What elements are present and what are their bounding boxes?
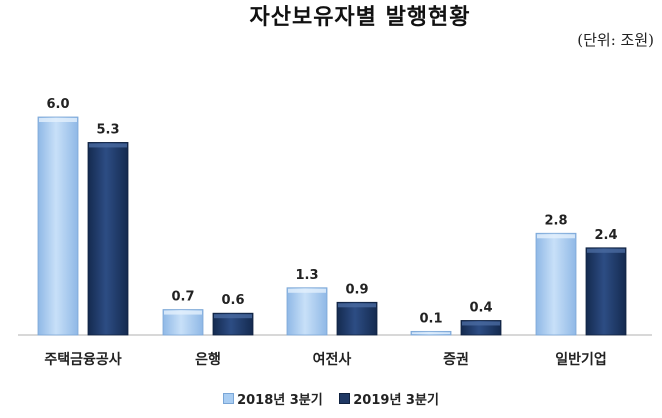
legend-item-2018: 2018년 3분기 <box>223 391 323 411</box>
legend: 2018년 3분기 2019년 3분기 <box>0 391 662 411</box>
category-label-securities: 증권 <box>443 352 469 368</box>
bar-highlight-2019-securities <box>462 321 500 326</box>
value-label-2018-bank: 0.7 <box>171 290 194 305</box>
bar-2018-credit-finance <box>286 287 328 336</box>
bar-highlight-2018-general-company <box>537 234 575 239</box>
bar-highlight-2019-general-company <box>587 248 625 253</box>
category-labels-group: 주택금융공사 은행 여전사 증권 일반기업 <box>44 351 606 368</box>
bar-highlight-2018-housing-finance-corp <box>39 118 77 122</box>
category-label-credit-finance: 여전사 <box>313 351 352 368</box>
chart-title: 자산보유자별 발행현황 <box>249 4 471 30</box>
value-label-2018-general-company: 2.8 <box>544 213 567 228</box>
unit-label: (단위: 조원) <box>577 31 654 49</box>
plot-area: 6.0 5.3 0.7 0.6 1.3 0.9 0.1 0.4 2.8 2.4 주택금융공사 은행 여… <box>18 97 652 368</box>
value-label-2018-housing-finance-corp: 6.0 <box>46 97 69 112</box>
value-label-2019-credit-finance: 0.9 <box>345 282 368 297</box>
bar-2019-general-company <box>585 247 627 336</box>
value-label-2018-credit-finance: 1.3 <box>295 268 318 283</box>
legend-swatch-2019 <box>339 393 351 404</box>
value-label-2019-general-company: 2.4 <box>594 228 617 243</box>
legend-swatch-2018 <box>223 393 235 404</box>
value-label-2019-securities: 0.4 <box>469 300 492 315</box>
legend-label-2019: 2019년 3분기 <box>353 393 439 408</box>
value-label-2018-securities: 0.1 <box>419 311 442 326</box>
value-label-2019-bank: 0.6 <box>221 293 244 308</box>
bar-highlight-2019-credit-finance <box>338 303 376 308</box>
bar-2019-credit-finance <box>336 301 378 336</box>
category-label-bank: 은행 <box>195 352 221 368</box>
bar-2018-housing-finance-corp <box>37 116 79 336</box>
value-label-2019-housing-finance-corp: 5.3 <box>96 122 119 137</box>
bar-highlight-2019-housing-finance-corp <box>89 143 127 148</box>
bar-2019-bank <box>212 312 254 336</box>
legend-label-2018: 2018년 3분기 <box>237 393 323 408</box>
bar-highlight-2018-bank <box>164 310 202 315</box>
category-label-housing-finance-corp: 주택금융공사 <box>44 351 121 368</box>
bar-highlight-2018-securities <box>412 332 450 334</box>
bar-2018-general-company <box>535 232 577 336</box>
bar-highlight-2018-credit-finance <box>288 288 326 293</box>
bar-highlight-2019-bank <box>214 314 252 319</box>
category-label-general-company: 일반기업 <box>555 351 607 368</box>
bar-2019-housing-finance-corp <box>87 142 129 336</box>
legend-item-2019: 2019년 3분기 <box>339 391 439 411</box>
value-labels-group: 6.0 5.3 0.7 0.6 1.3 0.9 0.1 0.4 2.8 2.4 <box>46 97 617 326</box>
bars-group <box>37 116 627 336</box>
